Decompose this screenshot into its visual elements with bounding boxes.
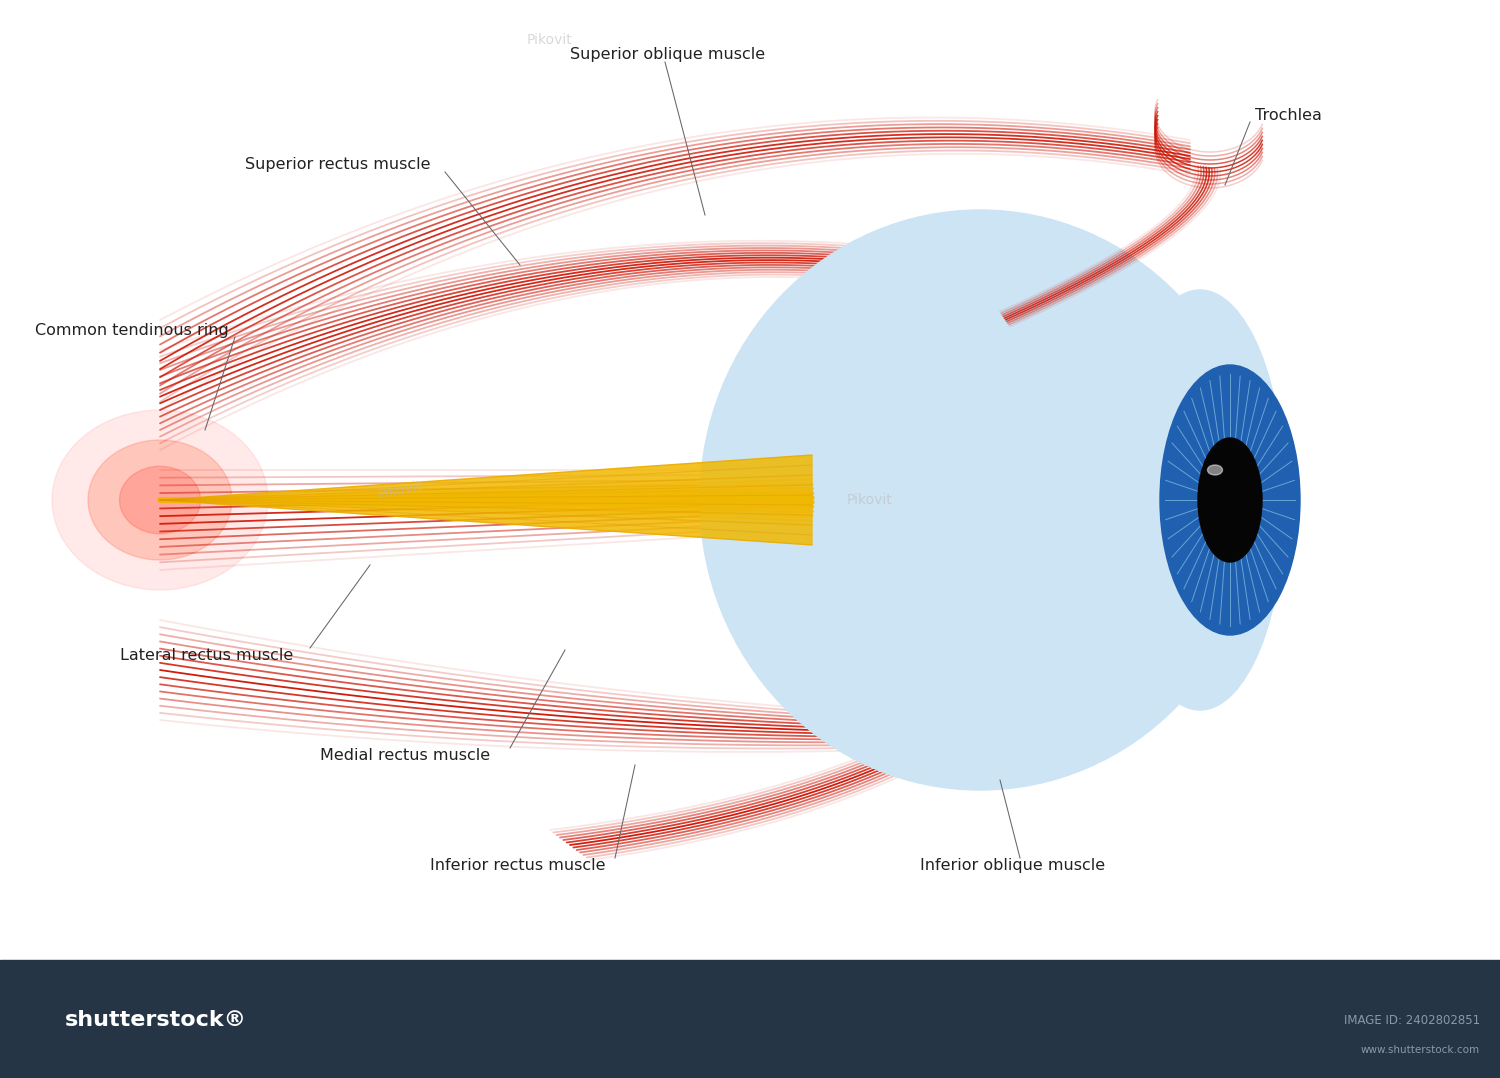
Ellipse shape <box>700 210 1260 790</box>
Text: Medial rectus muscle: Medial rectus muscle <box>320 747 490 762</box>
Text: www.shutterstock.com: www.shutterstock.com <box>1360 1045 1480 1055</box>
Text: Inferior oblique muscle: Inferior oblique muscle <box>920 857 1106 872</box>
Text: Pikovit: Pikovit <box>847 493 892 507</box>
Text: Trochlea: Trochlea <box>1256 108 1322 123</box>
Text: Common tendinous ring: Common tendinous ring <box>34 322 228 337</box>
Ellipse shape <box>1208 465 1222 475</box>
Ellipse shape <box>1114 290 1286 710</box>
Text: Pikovit: Pikovit <box>376 479 424 501</box>
Ellipse shape <box>53 410 268 590</box>
Ellipse shape <box>88 440 232 559</box>
Text: Superior rectus muscle: Superior rectus muscle <box>244 157 430 172</box>
Text: shutterstock®: shutterstock® <box>64 1010 248 1029</box>
Bar <box>0 960 1500 1078</box>
Polygon shape <box>160 455 812 545</box>
Text: Lateral rectus muscle: Lateral rectus muscle <box>120 648 294 663</box>
Ellipse shape <box>1198 438 1262 562</box>
Text: Inferior rectus muscle: Inferior rectus muscle <box>430 857 606 872</box>
Text: Pikovit: Pikovit <box>526 33 573 47</box>
Text: Superior oblique muscle: Superior oblique muscle <box>570 47 765 63</box>
Ellipse shape <box>120 467 201 534</box>
Ellipse shape <box>1160 365 1300 635</box>
Text: IMAGE ID: 2402802851: IMAGE ID: 2402802851 <box>1344 1013 1480 1026</box>
